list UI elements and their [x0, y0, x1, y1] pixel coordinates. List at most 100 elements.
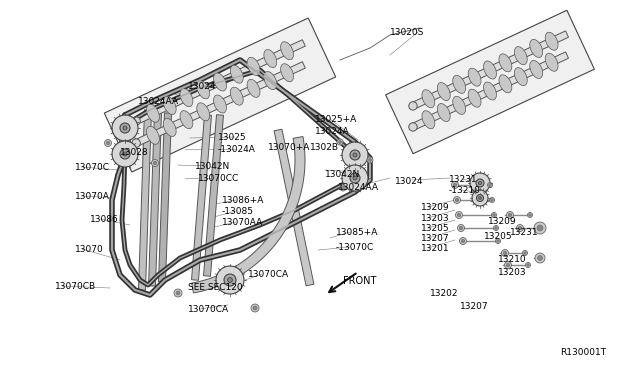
Ellipse shape: [499, 75, 512, 93]
Polygon shape: [148, 112, 161, 286]
Text: 13209: 13209: [421, 203, 450, 212]
Text: 13210: 13210: [498, 255, 527, 264]
Circle shape: [503, 251, 507, 255]
Text: 1302B: 1302B: [310, 143, 339, 152]
Ellipse shape: [247, 79, 260, 97]
Circle shape: [367, 157, 373, 163]
Ellipse shape: [214, 73, 227, 91]
Ellipse shape: [515, 68, 527, 86]
Ellipse shape: [196, 81, 210, 99]
Circle shape: [537, 225, 543, 231]
Circle shape: [174, 289, 182, 297]
Circle shape: [506, 212, 513, 218]
Text: 13024: 13024: [188, 82, 216, 91]
Circle shape: [470, 173, 490, 193]
Circle shape: [342, 186, 344, 189]
Circle shape: [457, 213, 461, 217]
Circle shape: [120, 149, 130, 159]
Ellipse shape: [530, 60, 543, 78]
Ellipse shape: [422, 111, 435, 129]
Circle shape: [529, 214, 531, 216]
Ellipse shape: [280, 64, 294, 82]
Text: 13207: 13207: [460, 302, 488, 311]
Circle shape: [460, 226, 463, 230]
Circle shape: [488, 183, 493, 187]
Circle shape: [504, 262, 511, 269]
Circle shape: [522, 250, 527, 256]
Circle shape: [339, 141, 342, 144]
Circle shape: [132, 117, 140, 125]
Ellipse shape: [545, 53, 558, 71]
Circle shape: [176, 291, 180, 295]
Polygon shape: [412, 52, 568, 130]
Text: 13070A: 13070A: [75, 192, 110, 201]
Text: 13086+A: 13086+A: [222, 196, 264, 205]
Circle shape: [539, 227, 541, 229]
Text: 13209: 13209: [488, 217, 516, 226]
Circle shape: [506, 263, 509, 267]
Text: -13210: -13210: [449, 186, 481, 195]
Circle shape: [477, 195, 483, 202]
Ellipse shape: [264, 71, 276, 90]
Text: R130001T: R130001T: [560, 348, 606, 357]
Circle shape: [454, 196, 461, 203]
Text: 13207: 13207: [421, 234, 450, 243]
Text: 13203: 13203: [421, 214, 450, 223]
Circle shape: [508, 213, 512, 217]
Circle shape: [479, 182, 482, 185]
Text: 13020S: 13020S: [390, 28, 424, 37]
Circle shape: [369, 158, 371, 161]
Text: 13086: 13086: [90, 215, 119, 224]
Circle shape: [497, 240, 499, 242]
Circle shape: [524, 252, 526, 254]
Ellipse shape: [452, 76, 466, 93]
Polygon shape: [192, 137, 305, 293]
Circle shape: [228, 278, 232, 282]
Circle shape: [493, 225, 499, 231]
Circle shape: [120, 123, 130, 133]
Circle shape: [492, 212, 497, 218]
Circle shape: [493, 214, 495, 216]
Text: 13070CA: 13070CA: [188, 305, 229, 314]
Ellipse shape: [196, 103, 210, 121]
Polygon shape: [134, 62, 305, 146]
Circle shape: [350, 150, 360, 160]
Circle shape: [461, 239, 465, 243]
Text: 13201: 13201: [421, 244, 450, 253]
Text: SEE SEC120: SEE SEC120: [188, 283, 243, 292]
Polygon shape: [191, 115, 211, 280]
Text: 13070AA: 13070AA: [222, 218, 263, 227]
Ellipse shape: [214, 95, 227, 113]
Polygon shape: [159, 113, 172, 282]
Circle shape: [123, 126, 127, 130]
Text: 13028: 13028: [120, 148, 148, 157]
Ellipse shape: [468, 89, 481, 107]
Circle shape: [495, 227, 497, 229]
Text: 13205: 13205: [484, 232, 513, 241]
Ellipse shape: [147, 104, 159, 122]
Text: 13025+A: 13025+A: [315, 115, 357, 124]
Circle shape: [340, 185, 346, 191]
Circle shape: [123, 152, 127, 156]
Circle shape: [253, 306, 257, 310]
Ellipse shape: [280, 42, 294, 60]
Circle shape: [104, 140, 111, 147]
Circle shape: [479, 196, 481, 199]
Ellipse shape: [180, 110, 193, 129]
Text: FRONT: FRONT: [343, 276, 376, 286]
Text: 13042N: 13042N: [325, 170, 360, 179]
Circle shape: [353, 176, 357, 180]
Circle shape: [527, 212, 532, 218]
Circle shape: [456, 212, 463, 218]
Circle shape: [538, 256, 543, 260]
Text: 13025: 13025: [218, 133, 246, 142]
Circle shape: [251, 304, 259, 312]
Circle shape: [491, 199, 493, 201]
Circle shape: [342, 165, 368, 191]
Ellipse shape: [484, 61, 497, 79]
Text: 13024AA: 13024AA: [138, 97, 179, 106]
Circle shape: [489, 184, 492, 186]
Ellipse shape: [230, 65, 243, 83]
Text: 13202: 13202: [430, 289, 458, 298]
Circle shape: [106, 141, 109, 145]
